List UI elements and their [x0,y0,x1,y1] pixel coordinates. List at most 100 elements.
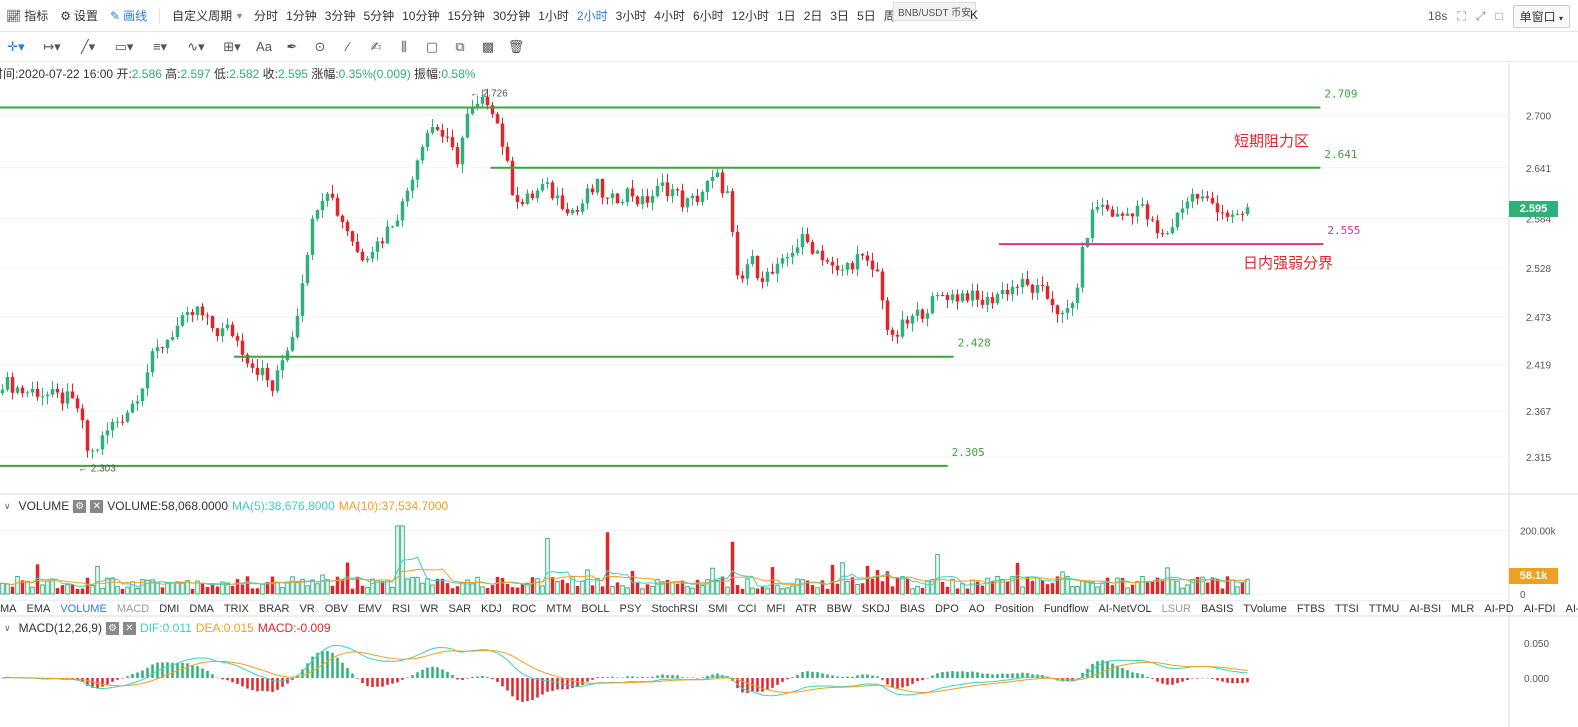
measure-icon[interactable]: ⊞▾ [223,38,241,54]
indicator-tab-smi[interactable]: SMI [708,602,728,615]
indicator-tab-vr[interactable]: VR [299,602,315,615]
macd-bar [926,678,929,679]
draw-button[interactable]: ✎ 画线 [104,0,153,32]
chevron-down-icon[interactable]: ∨ [4,622,11,633]
macd-bar [461,678,464,680]
indicator-tab-mfi[interactable]: MFI [766,602,786,615]
candle-body [825,260,830,262]
volume-bar [220,581,225,595]
indicator-tab-atr[interactable]: ATR [795,602,817,615]
indicator-tab-boll[interactable]: BOLL [581,602,610,615]
indicators-button[interactable]: 📈︎ 指标 [0,0,54,32]
chevron-down-icon[interactable]: ∨ [4,500,11,511]
period-17[interactable]: 周 [883,9,896,23]
text-tool-icon[interactable]: Aa [256,39,272,54]
indicator-tab-emv[interactable]: EMV [357,602,382,615]
custom-period-dropdown[interactable]: 自定义周期 ▼ [166,0,250,32]
period-13[interactable]: 1日 [777,9,796,23]
period-7[interactable]: 1小时 [538,9,569,23]
indicator-tab-ai-bsi[interactable]: AI-BSI [1409,602,1442,615]
indicator-tab-ttsi[interactable]: TTSI [1334,602,1359,615]
indicator-tab-lsur[interactable]: LSUR [1161,602,1191,615]
magnet-icon[interactable]: ⊙ [314,38,326,54]
window-mode-dropdown[interactable]: 单窗口 ▾ [1512,4,1570,28]
pen-icon[interactable]: ✍ [370,38,382,54]
settings-button[interactable]: ⚙ 设置 [54,0,104,32]
trash-icon[interactable]: 🗑︎ [507,38,525,54]
indicator-tab-sar[interactable]: SAR [448,602,472,615]
indicator-tab-ai-pd[interactable]: AI-PD [1484,602,1514,615]
indicator-tab-obv[interactable]: OBV [324,602,348,615]
bars-pattern-icon[interactable]: ⫼ [401,38,407,54]
fullscreen-icon[interactable]: ⛶ [1457,8,1466,23]
candle-body [645,196,650,203]
indicator-tab-roc[interactable]: ROC [511,602,537,615]
period-4[interactable]: 10分钟 [402,9,440,23]
trend-line-icon[interactable]: ╱▾ [80,38,96,54]
indicator-tab-ai-li[interactable]: AI-LI [1565,602,1578,615]
indicator-tab-ao[interactable]: AO [968,602,985,615]
indicator-tab-macd[interactable]: MACD [116,602,150,615]
period-1[interactable]: 1分钟 [286,9,317,23]
brush-icon[interactable]: ✒ [286,38,298,54]
indicator-tab-mtm[interactable]: MTM [546,602,572,615]
period-6[interactable]: 30分钟 [492,9,531,23]
period-5[interactable]: 15分钟 [447,9,485,23]
indicator-tab-ftbs[interactable]: FTBS [1296,602,1325,615]
expand-icon[interactable]: ⤢ [1475,8,1486,23]
indicator-tab-skdj[interactable]: SKDJ [861,602,890,615]
indicator-tab-trix[interactable]: TRIX [223,602,249,615]
fib-lines-icon[interactable]: ≡▾ [152,38,168,54]
period-2[interactable]: 3分钟 [324,9,356,23]
indicator-tab-ma[interactable]: MA [0,602,17,615]
period-3[interactable]: 5分钟 [363,9,395,23]
candle-body [335,197,340,216]
indicator-tab-rsi[interactable]: RSI [391,602,411,615]
indicator-tab-wr[interactable]: WR [420,602,439,615]
period-14[interactable]: 2日 [803,9,823,23]
period-9[interactable]: 3小时 [615,9,647,23]
indicator-tab-tvolume[interactable]: TVolume [1243,602,1287,615]
indicator-tab-bbw[interactable]: BBW [826,602,852,615]
indicator-tab-mlr[interactable]: MLR [1451,602,1475,615]
indicator-tab-cci[interactable]: CCI [737,602,757,615]
period-16[interactable]: 5日 [857,9,876,23]
period-11[interactable]: 6小时 [692,9,724,23]
wave-pattern-icon[interactable]: ∿▾ [187,38,205,54]
period-0[interactable]: 分时 [254,9,279,23]
indicator-tab-dma[interactable]: DMA [189,602,214,615]
period-12[interactable]: 12小时 [731,9,769,23]
gear-icon[interactable]: ⚙ [105,621,119,635]
period-8[interactable]: 2小时 [576,9,608,23]
indicator-tab-dpo[interactable]: DPO [934,602,959,615]
close-icon[interactable]: ✕ [90,499,104,513]
gear-icon[interactable]: ⚙ [73,499,87,513]
indicator-tab-brar[interactable]: BRAR [258,602,290,615]
window-icon[interactable]: □ [1495,9,1503,23]
indicator-tab-basis[interactable]: BASIS [1201,602,1234,615]
crosshair-icon[interactable]: ✛▾ [7,38,25,54]
indicator-tab-stochrsi[interactable]: StochRSI [651,602,699,615]
indicator-tab-volume[interactable]: VOLUME [60,602,107,615]
ruler-icon[interactable]: ∕ [346,39,350,54]
candle-body [310,218,315,255]
lock-icon[interactable]: ▢ [425,38,439,54]
indicator-tab-fundflow[interactable]: Fundflow [1043,602,1089,615]
indicator-tab-bias[interactable]: BIAS [899,602,925,615]
rectangle-icon[interactable]: ▭▾ [114,38,134,54]
screenshot-icon[interactable]: ▩ [481,38,495,54]
indicator-tab-position[interactable]: Position [994,602,1034,615]
indicator-tab-ttmu[interactable]: TTMU [1368,602,1400,615]
indicator-tab-ai-fdi[interactable]: AI-FDI [1523,602,1556,615]
indicator-tab-ema[interactable]: EMA [26,602,51,615]
indicator-tab-ai-netvol[interactable]: AI-NetVOL [1098,602,1152,615]
close-icon[interactable]: ✕ [122,621,136,635]
copy-icon[interactable]: ⧉ [455,38,465,54]
period-10[interactable]: 4小时 [654,9,685,23]
indicator-tab-psy[interactable]: PSY [619,602,642,615]
indicator-tab-dmi[interactable]: DMI [159,602,180,615]
indicator-tab-kdj[interactable]: KDJ [481,602,502,615]
period-15[interactable]: 3日 [830,9,850,23]
horizontal-segment-icon[interactable]: ↦▾ [43,38,61,54]
